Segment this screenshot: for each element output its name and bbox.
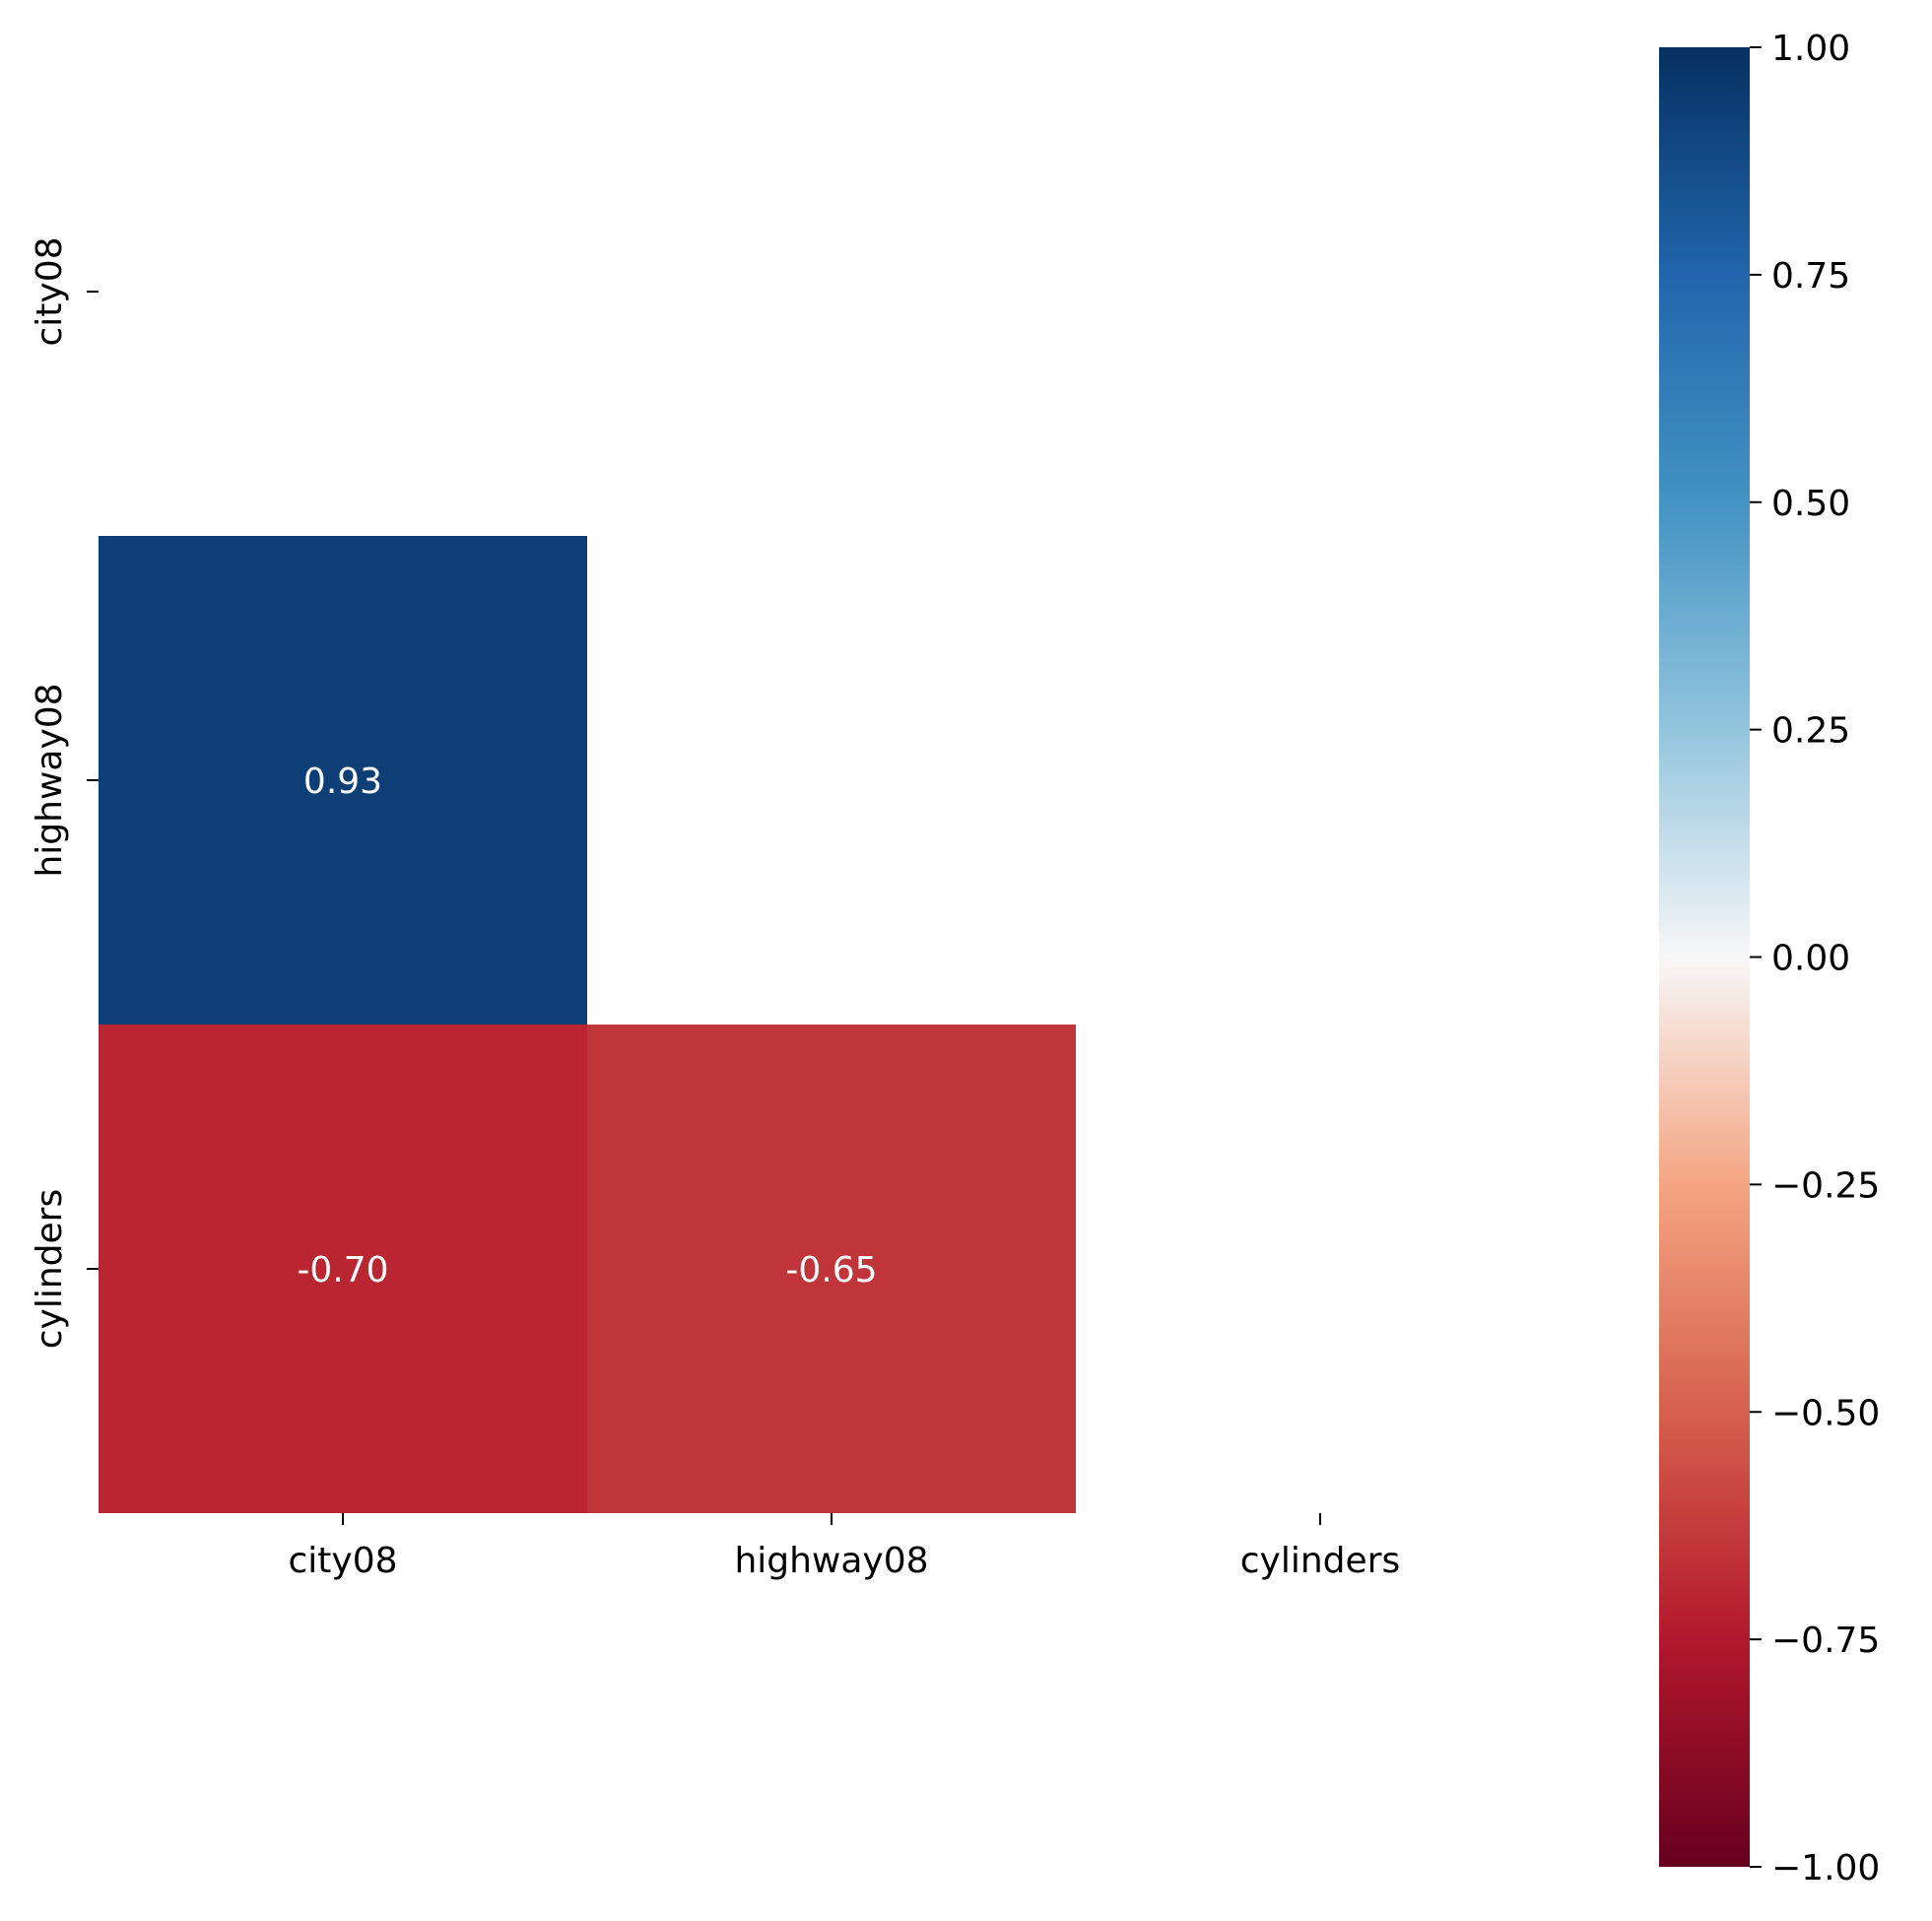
colorbar-tick-label: −0.75 — [1771, 1621, 1880, 1661]
colorbar-tick-label: 0.25 — [1771, 711, 1850, 752]
heatmap-cells: 0.93 -0.70 -0.65 — [99, 536, 1076, 1513]
heatmap-cell-cylinders-highway08 — [587, 1025, 1076, 1513]
colorbar-tick-label: 1.00 — [1771, 29, 1850, 69]
colorbar-tick-label: −0.50 — [1771, 1393, 1880, 1433]
colorbar-gradient — [1659, 47, 1750, 1867]
colorbar-tick-label: 0.50 — [1771, 484, 1850, 524]
colorbar-tick-label: −0.25 — [1771, 1165, 1880, 1206]
colorbar-tick-label: 0.75 — [1771, 256, 1850, 297]
cell-value-label-cylinders-highway08: -0.65 — [785, 1250, 877, 1291]
y-tick-label-highway08: highway08 — [30, 683, 70, 877]
cell-value-label-cylinders-city08: -0.70 — [297, 1250, 388, 1291]
y-tick-label-city08: city08 — [30, 236, 70, 346]
y-tick-label-cylinders: cylinders — [30, 1189, 70, 1349]
colorbar-tick-label: 0.00 — [1771, 939, 1850, 979]
x-tick-label-city08: city08 — [288, 1541, 397, 1581]
colorbar: 1.00 0.75 0.50 0.25 0.00 −0.25 −0.50 −0.75 −1.00 — [1659, 29, 1880, 1888]
cell-value-label-highway08-city08: 0.93 — [303, 762, 382, 802]
x-tick-label-cylinders: cylinders — [1240, 1541, 1400, 1581]
heatmap-cell-highway08-city08 — [99, 536, 587, 1025]
x-tick-label-highway08: highway08 — [734, 1541, 928, 1581]
axis-ticks: city08 highway08 cylinders city08 highway08 c… — [30, 236, 1400, 1581]
colorbar-tick-label: −1.00 — [1771, 1848, 1880, 1888]
heatmap-cell-cylinders-city08 — [99, 1025, 587, 1513]
